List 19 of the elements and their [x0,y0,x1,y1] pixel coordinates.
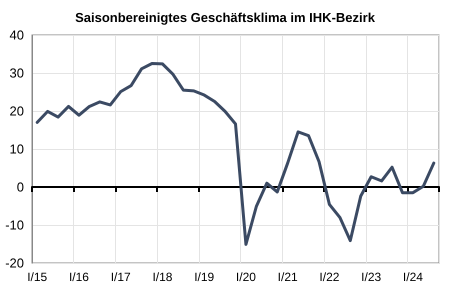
x-tick-label: I/18 [152,270,173,284]
y-tick-label: -10 [5,218,24,232]
x-tick-label: I/15 [27,270,48,284]
y-tick-label: -20 [5,256,24,270]
y-tick-label: 10 [10,142,24,156]
chart-title: Saisonbereinigtes Geschäftsklima im IHK-Bezirk [75,10,376,25]
y-tick-label: 30 [10,66,24,80]
y-tick-label: 0 [16,180,24,194]
x-tick-label: I/23 [361,270,382,284]
x-tick-label: I/20 [236,270,256,284]
x-tick-label: I/22 [319,270,340,284]
x-tick-label: I/24 [402,270,424,284]
y-tick-label: 40 [10,28,24,42]
line-series [36,62,436,246]
x-tick-label: I/19 [194,270,215,284]
x-tick-label: I/21 [278,270,298,284]
y-tick-label: 20 [10,104,24,118]
x-tick-label: I/16 [68,270,90,284]
x-tick-label: I/17 [110,270,132,284]
